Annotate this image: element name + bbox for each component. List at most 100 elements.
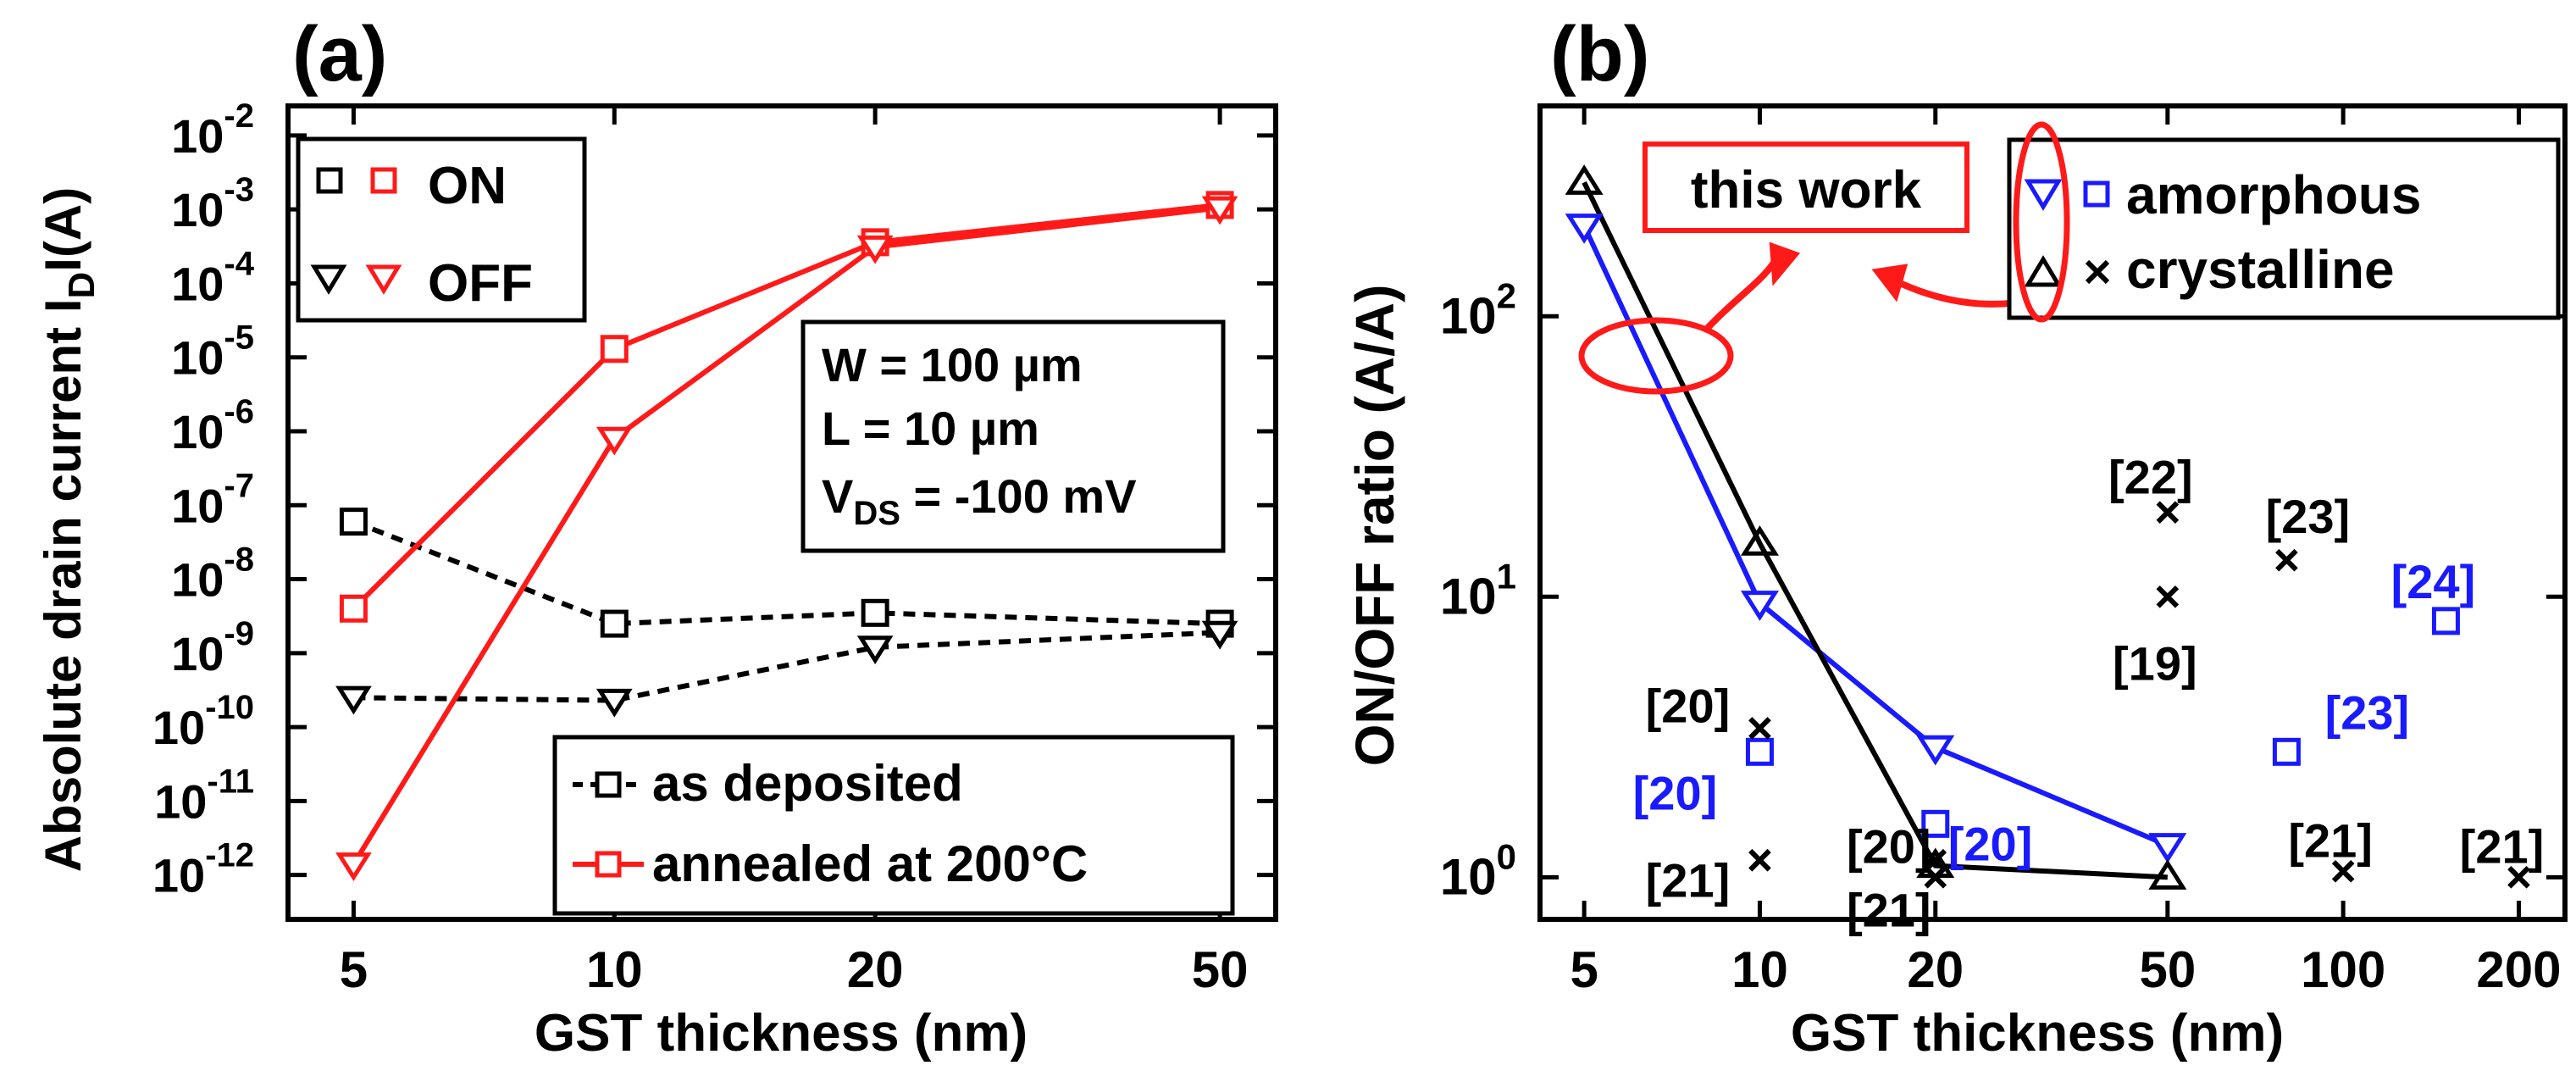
data-point-a (596, 688, 633, 718)
data-point-a (600, 335, 629, 363)
literature-point (1745, 737, 1774, 766)
this-work-box (1643, 142, 1969, 233)
data-point-a (1201, 620, 1238, 650)
series-line-b (1582, 181, 2168, 880)
data-point-a (600, 609, 629, 638)
data-point-a (1201, 196, 1238, 225)
y-tick-label-a: 10-7 (171, 467, 254, 532)
x-tick-label-b: 100 (2301, 941, 2385, 998)
y-axis-label-b: ON/OFF ratio (A/A) (1344, 285, 1405, 767)
panel-a-label: (a) (292, 11, 387, 97)
this-work-callout: this work (1578, 142, 2030, 395)
y-tick-label-b: 102 (1440, 275, 1516, 344)
literature-point (1924, 848, 1947, 872)
data-point-b (1565, 214, 1604, 244)
literature-point (2156, 501, 2180, 524)
legend-solid-red-square (595, 851, 622, 878)
legend-as-deposited: as deposited (652, 755, 963, 812)
a-series (335, 191, 1238, 881)
legend-annealed: annealed at 200°C (652, 835, 1088, 892)
legend-amorphous-blue-square (2083, 180, 2110, 208)
data-point-b (1565, 164, 1604, 195)
legend-markers-a: ON OFF (296, 136, 587, 323)
data-point-b (2148, 859, 2187, 890)
y-tick-label-a: 10-8 (171, 541, 254, 607)
literature-point (2272, 737, 2301, 766)
this-work-ellipse (1578, 317, 1734, 395)
legend-crystalline-label: crystalline (2126, 239, 2395, 300)
x-tick-label-a: 50 (1192, 941, 1249, 998)
this-work-arrow-left (1704, 252, 1782, 331)
x-axis-label-b: GST thickness (nm) (1791, 1004, 2284, 1063)
series-line-b (1582, 225, 2169, 848)
y-tick-label-a: 10-10 (152, 689, 254, 754)
data-point-b (1916, 735, 1955, 766)
y-tick-label-a: 10-9 (171, 615, 254, 680)
device-params-box-frame (800, 319, 1226, 553)
vds-param: VDS = -100 mV (822, 469, 1137, 532)
x-axis-label-a: GST thickness (nm) (535, 1004, 1028, 1063)
y-tick-label-a: 10-4 (171, 245, 255, 310)
literature-ref-label: [21] (2288, 813, 2373, 867)
legend-lines-a-box (552, 735, 1235, 916)
literature-point (2156, 585, 2180, 608)
legend-dashed-black-square (595, 771, 622, 798)
literature-point (1748, 848, 1771, 872)
data-point-b (2148, 833, 2187, 863)
legend-off-black-triangle (310, 264, 347, 295)
literature-point (2507, 866, 2530, 889)
literature-ref-label: [21] (2460, 819, 2545, 873)
literature-ref-label: [19] (2113, 636, 2197, 690)
legend-on-black-square (316, 167, 343, 194)
a-ticks: 10-12 10-11 10-10 10-9 10-8 10-7 10-6 10-5 10-4 1… (152, 97, 1276, 998)
legend-crystalline-black-cross (2085, 259, 2110, 285)
b-series: [20] [20] [23] [24] [20] [21] [20] [21] [22] [19]… (1565, 164, 2545, 936)
x-tick-label-b: 5 (1570, 941, 1598, 998)
legend-on-red-square (370, 167, 397, 194)
legend-amorphous-blue-triangle (2024, 179, 2063, 211)
legend-highlight-ellipse (2013, 121, 2070, 323)
legend-b: amorphous crystalline (2007, 121, 2561, 323)
x-tick-label-a: 5 (340, 941, 368, 998)
data-point-a (856, 235, 894, 264)
y-tick-label-a: 10-2 (171, 97, 254, 163)
legend-markers-a-box (296, 136, 587, 323)
y-tick-label-b: 100 (1440, 836, 1516, 905)
x-tick-label-b: 50 (2139, 941, 2196, 998)
data-point-a (339, 594, 368, 623)
y-tick-label-a: 10-3 (171, 171, 254, 236)
series-line-a (353, 630, 1221, 703)
legend-crystalline-black-triangle (2024, 255, 2063, 287)
plot-frame-a (285, 103, 1278, 922)
this-work-arrowhead-right (1871, 264, 1908, 302)
data-point-b (1740, 591, 1779, 621)
series-line-a (351, 205, 1221, 866)
panel-b-label: (b) (1550, 11, 1649, 97)
plot-frame-b (1537, 103, 2568, 922)
legend-b-box (2007, 137, 2561, 320)
x-tick-label-a: 20 (847, 941, 904, 998)
y-tick-label-a: 10-11 (154, 763, 254, 828)
y-tick-label-b: 101 (1440, 556, 1516, 624)
y-tick-label-a: 10-5 (171, 319, 254, 385)
legend-off-red-triangle (365, 264, 402, 295)
length-param: L = 10 µm (822, 402, 1039, 455)
literature-point (1748, 717, 1771, 740)
x-tick-label-b: 20 (1907, 941, 1964, 998)
literature-ref-label: [22] (2108, 451, 2193, 504)
y-tick-label-a: 10-6 (171, 393, 254, 458)
width-param: W = 100 µm (822, 338, 1083, 391)
data-point-a (861, 598, 889, 627)
data-point-a (335, 685, 372, 715)
literature-ref-label: [20] (1847, 819, 1931, 873)
literature-ref-label: [21] (1847, 883, 1931, 936)
literature-point (2275, 548, 2298, 572)
literature-ref-label: [20] (1633, 766, 1718, 819)
this-work-arrowhead-left (1769, 241, 1801, 286)
legend-on-label: ON (428, 157, 507, 215)
x-tick-label-b: 200 (2476, 941, 2561, 998)
legend-off-label: OFF (428, 254, 533, 313)
literature-ref-label: [20] (1948, 817, 2033, 870)
series-line-a (352, 519, 1221, 627)
